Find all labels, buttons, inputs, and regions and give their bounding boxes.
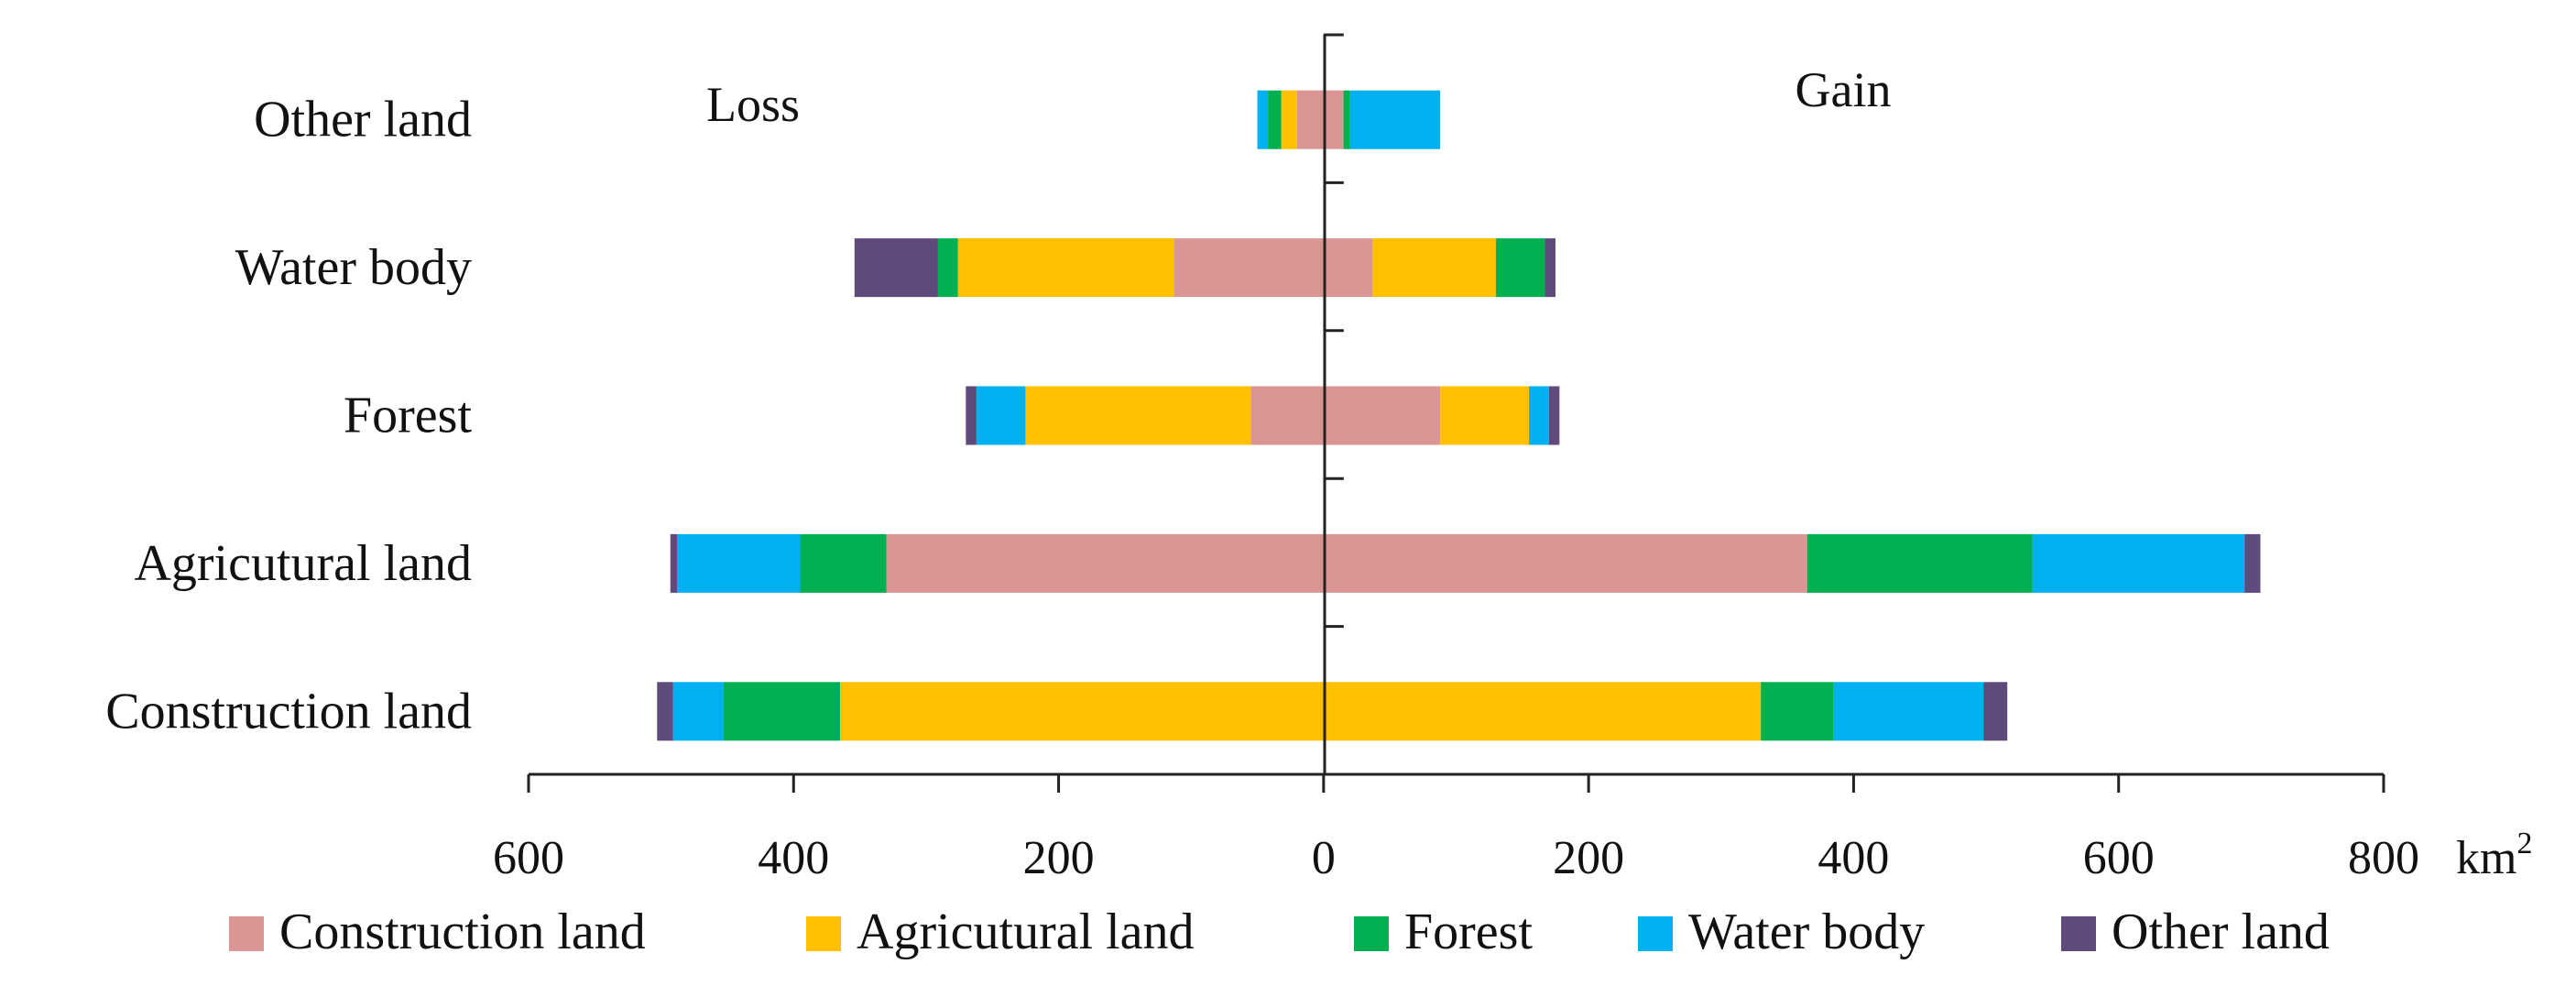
x-tick-label: 200 bbox=[1553, 832, 1624, 884]
bar-loss-other-land-water-body bbox=[1257, 90, 1269, 149]
legend-swatch-construction-land bbox=[229, 916, 264, 951]
bar-loss-construction-land-other-land bbox=[657, 682, 673, 741]
bar-gain-other-land-forest bbox=[1343, 90, 1350, 149]
legend-label-construction-land: Construction land bbox=[279, 904, 646, 960]
bar-loss-agricutural-land-water-body bbox=[677, 533, 801, 593]
bar-loss-forest-construction-land bbox=[1250, 386, 1324, 445]
unit-base: km bbox=[2456, 832, 2516, 884]
legend-swatch-agricutural-land bbox=[806, 916, 841, 951]
category-labels-group: Construction land Agricutural land Forest W… bbox=[105, 92, 472, 740]
bar-gain-agricutural-land-other-land bbox=[2244, 533, 2261, 593]
bar-gain-construction-land-other-land bbox=[1983, 682, 2008, 741]
bar-gain-other-land-construction-land bbox=[1323, 90, 1344, 149]
x-tick-label: 200 bbox=[1023, 832, 1095, 884]
bar-loss-water-body-agricutural-land bbox=[957, 238, 1174, 298]
bar-gain-agricutural-land-water-body bbox=[2032, 533, 2245, 593]
bar-gain-other-land-water-body bbox=[1349, 90, 1441, 149]
bar-loss-other-land-agricutural-land bbox=[1281, 90, 1297, 149]
x-tick-label: 0 bbox=[1312, 832, 1336, 884]
gain-annotation: Gain bbox=[1796, 62, 1892, 117]
legend-label-agricutural-land: Agricutural land bbox=[857, 904, 1195, 960]
x-ticks-group: 600 400 200 0 200 400 600 800 bbox=[493, 774, 2419, 884]
legend-label-forest: Forest bbox=[1404, 904, 1533, 960]
bar-gain-water-body-forest bbox=[1495, 238, 1545, 298]
x-tick-label: 600 bbox=[2083, 832, 2155, 884]
category-label-forest: Forest bbox=[344, 388, 472, 444]
legend-swatch-water-body bbox=[1638, 916, 1673, 951]
bar-gain-forest-agricutural-land bbox=[1440, 386, 1530, 445]
bar-loss-agricutural-land-other-land bbox=[670, 533, 677, 593]
bar-loss-water-body-other-land bbox=[854, 238, 938, 298]
bar-gain-construction-land-agricutural-land bbox=[1323, 682, 1762, 741]
bar-loss-other-land-forest bbox=[1268, 90, 1282, 149]
bar-loss-construction-land-agricutural-land bbox=[839, 682, 1324, 741]
category-label-agricutural-land: Agricutural land bbox=[134, 535, 472, 592]
bars-group bbox=[657, 90, 2261, 741]
x-tick-label: 600 bbox=[493, 832, 564, 884]
bar-gain-water-body-other-land bbox=[1545, 238, 1555, 298]
x-tick-label: 400 bbox=[1817, 832, 1889, 884]
bar-loss-water-body-forest bbox=[937, 238, 958, 298]
bar-loss-agricutural-land-construction-land bbox=[886, 533, 1324, 593]
bar-gain-forest-water-body bbox=[1529, 386, 1549, 445]
bar-gain-forest-other-land bbox=[1548, 386, 1560, 445]
bar-loss-forest-water-body bbox=[976, 386, 1026, 445]
legend-label-other-land: Other land bbox=[2112, 904, 2330, 960]
unit-label: km2 bbox=[2456, 827, 2532, 884]
bar-loss-water-body-construction-land bbox=[1173, 238, 1324, 298]
legend-swatch-other-land bbox=[2061, 916, 2096, 951]
bar-gain-forest-construction-land bbox=[1323, 386, 1441, 445]
bar-gain-construction-land-forest bbox=[1761, 682, 1834, 741]
category-label-water-body: Water body bbox=[235, 239, 472, 296]
bar-loss-construction-land-forest bbox=[723, 682, 840, 741]
bar-loss-agricutural-land-forest bbox=[800, 533, 887, 593]
bar-gain-agricutural-land-forest bbox=[1806, 533, 2033, 593]
x-tick-label: 800 bbox=[2348, 832, 2419, 884]
bar-gain-water-body-construction-land bbox=[1323, 238, 1373, 298]
bar-gain-construction-land-water-body bbox=[1833, 682, 1984, 741]
bar-loss-construction-land-water-body bbox=[672, 682, 724, 741]
legend-swatch-forest bbox=[1354, 916, 1389, 951]
x-tick-label: 400 bbox=[758, 832, 829, 884]
loss-annotation: Loss bbox=[706, 77, 800, 132]
bar-gain-water-body-agricutural-land bbox=[1372, 238, 1496, 298]
bar-loss-other-land-construction-land bbox=[1296, 90, 1324, 149]
bar-loss-forest-agricutural-land bbox=[1025, 386, 1251, 445]
legend: Construction land Agricutural land Forest W… bbox=[229, 904, 2330, 960]
unit-superscript: 2 bbox=[2516, 827, 2532, 860]
bar-gain-agricutural-land-construction-land bbox=[1323, 533, 1807, 593]
category-label-construction-land: Construction land bbox=[105, 683, 472, 740]
bar-loss-forest-other-land bbox=[966, 386, 977, 445]
y-ticks-group bbox=[1323, 33, 1344, 629]
legend-label-water-body: Water body bbox=[1688, 904, 1925, 960]
category-label-other-land: Other land bbox=[254, 92, 472, 148]
